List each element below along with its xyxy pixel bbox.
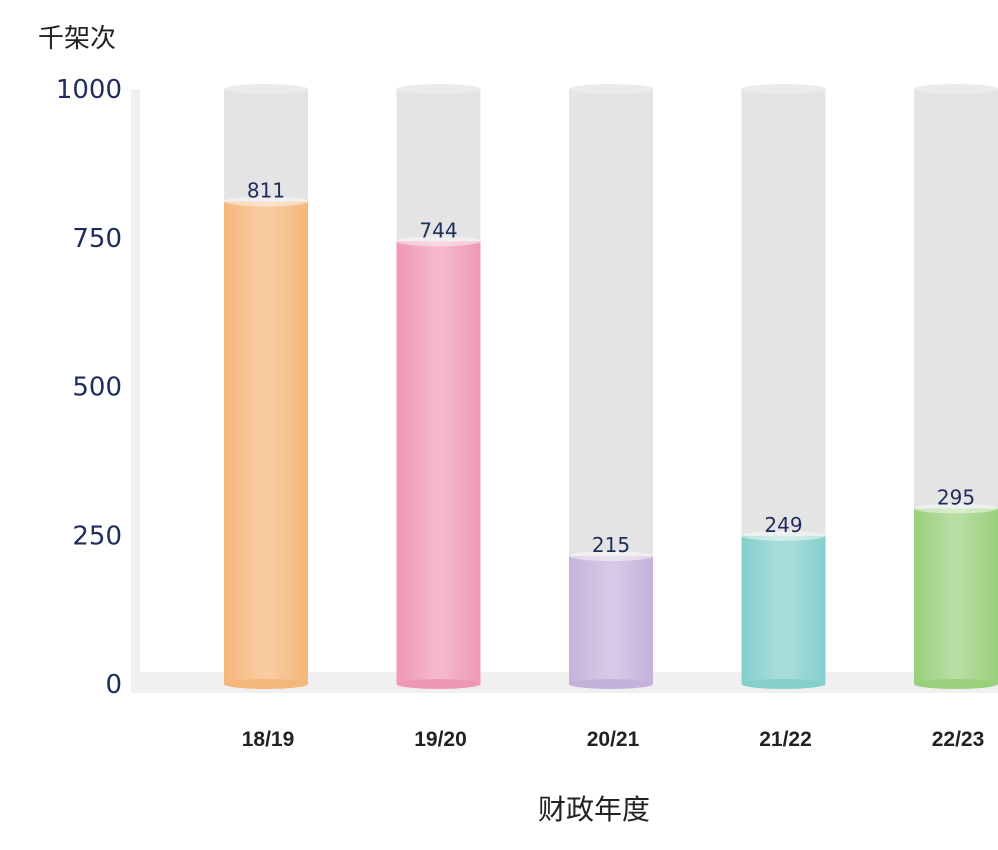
bar-base — [569, 679, 653, 689]
data-label: 215 — [592, 533, 630, 557]
x-tick-label: 20/21 — [587, 728, 640, 751]
x-tick-label: 22/23 — [932, 728, 985, 751]
data-label: 811 — [247, 178, 285, 202]
data-label: 249 — [764, 513, 802, 537]
y-axis-line — [131, 89, 140, 689]
x-tick-label: 18/19 — [242, 728, 295, 751]
bar-track-cap — [224, 84, 308, 94]
bar-base — [396, 679, 481, 689]
bar-cap — [224, 196, 308, 207]
x-tick-label: 19/20 — [414, 728, 467, 751]
bar-track-cap — [569, 84, 653, 94]
bar — [914, 508, 998, 684]
bar-base — [224, 679, 308, 689]
y-tick-label: 250 — [72, 521, 122, 551]
bar-cap — [741, 530, 826, 541]
y-tick-label: 750 — [72, 224, 122, 254]
data-label: 744 — [419, 218, 457, 242]
bar-track-cap — [741, 84, 826, 94]
bar-cap — [396, 236, 481, 247]
bar — [569, 556, 653, 684]
bar-track-cap — [914, 84, 998, 94]
bar-cap — [569, 551, 653, 562]
bar-base — [741, 679, 826, 689]
y-axis-title: 千架次 — [38, 24, 117, 54]
bar-base — [914, 679, 998, 689]
y-tick-label: 1000 — [56, 75, 122, 105]
data-label: 295 — [937, 485, 975, 509]
bar-track-cap — [396, 84, 481, 94]
x-tick-label: 21/22 — [759, 728, 812, 751]
bar — [741, 535, 826, 684]
bar — [224, 201, 308, 684]
y-tick-label: 500 — [72, 373, 122, 403]
y-tick-label: 0 — [105, 670, 122, 700]
x-axis-title: 财政年度 — [537, 793, 650, 826]
bar — [396, 241, 481, 684]
bar-cap — [914, 503, 998, 514]
